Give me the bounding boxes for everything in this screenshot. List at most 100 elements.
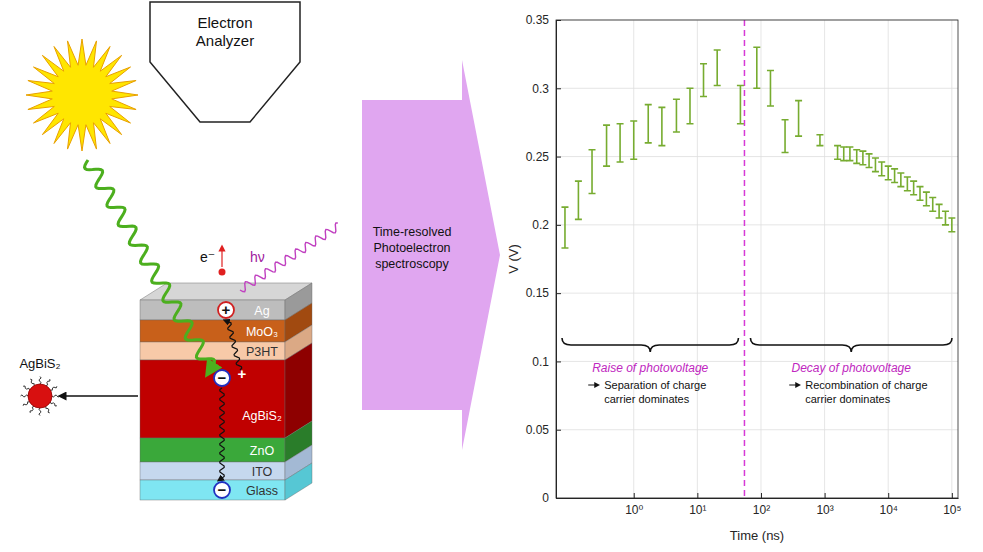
error-bar xyxy=(767,71,774,107)
tick-label: 0.15 xyxy=(526,286,550,300)
ligand xyxy=(52,395,60,397)
error-bar xyxy=(834,146,841,160)
grid-line-y xyxy=(556,293,958,294)
electron-dot xyxy=(219,269,226,276)
annotation-arrow xyxy=(789,385,798,386)
electron-path xyxy=(220,388,224,480)
tick-label: 10² xyxy=(753,503,770,517)
tick-label: 10³ xyxy=(816,503,833,517)
error-bar xyxy=(603,125,610,166)
error-bar xyxy=(910,181,917,195)
grid-line-y xyxy=(556,429,958,430)
grid xyxy=(556,20,958,498)
brace xyxy=(750,338,952,352)
tick-mark xyxy=(761,493,762,498)
tick-label: 0.25 xyxy=(526,150,550,164)
tick-label: 0.2 xyxy=(532,218,549,232)
tick-mark xyxy=(556,293,561,294)
layer-label: Glass xyxy=(246,484,278,498)
tick-mark xyxy=(697,493,698,498)
device-diagram: ElectronAnalyzer+−+−AgMoO₃P3HTAgBiS₂ZnOI… xyxy=(19,2,337,500)
error-bar xyxy=(753,47,760,88)
tick: 10¹ xyxy=(689,493,706,517)
layer-label: P3HT xyxy=(246,345,278,359)
ligand xyxy=(39,408,41,416)
tick-label: 0 xyxy=(542,491,549,505)
analyzer-label: ElectronAnalyzer xyxy=(196,14,254,49)
tick: 0.1 xyxy=(532,355,561,369)
annotation-title: Raise of photovoltage xyxy=(592,361,708,375)
y-axis-title: V (V) xyxy=(506,244,521,274)
error-bar xyxy=(617,124,624,162)
ligand xyxy=(50,402,56,406)
annotation-text: Separation of chargecarrier dominates xyxy=(604,379,706,405)
grid-line-y xyxy=(556,156,958,157)
error-bar xyxy=(948,218,955,232)
photon-label: hν xyxy=(250,249,265,265)
tick-mark xyxy=(556,430,561,431)
layer xyxy=(140,360,285,438)
error-bar xyxy=(673,99,680,132)
error-bar xyxy=(859,151,866,165)
tick-label: 10⁵ xyxy=(943,503,961,517)
ligand xyxy=(21,395,29,397)
error-bar xyxy=(917,187,924,201)
tick-label: 0.35 xyxy=(526,13,550,27)
hole-path xyxy=(226,321,242,370)
error-bar xyxy=(645,105,652,143)
tick-label: 0.3 xyxy=(532,82,549,96)
nanoparticle-arrow xyxy=(62,395,138,397)
layer-label: ITO xyxy=(252,465,273,479)
error-bar xyxy=(923,192,930,206)
layer-label: MoO₃ xyxy=(246,325,278,339)
error-bar xyxy=(878,162,885,176)
grid-line-x xyxy=(951,20,952,498)
grid-line-x xyxy=(760,20,761,498)
tick-mark xyxy=(556,157,561,158)
layer xyxy=(140,438,285,462)
layer-side xyxy=(285,463,312,500)
layer xyxy=(140,342,285,360)
text-line: Analyzer xyxy=(196,32,254,49)
tick: 10⁵ xyxy=(943,493,961,517)
layer-label: Ag xyxy=(254,304,269,318)
error-bar xyxy=(853,150,860,164)
grid-line-x xyxy=(697,20,698,498)
plot-marks xyxy=(561,20,955,498)
error-bar xyxy=(872,158,879,172)
tick: 10³ xyxy=(816,493,833,517)
layer xyxy=(140,300,285,320)
plot-frame xyxy=(556,20,958,498)
ligand xyxy=(39,377,41,385)
error-bar xyxy=(795,101,802,137)
chart: 10⁰10¹10²10³10⁴10⁵00.050.10.150.20.250.3… xyxy=(506,13,962,543)
tick-mark xyxy=(825,493,826,498)
tick-label: 0.1 xyxy=(532,355,549,369)
plot-background xyxy=(556,20,958,498)
tick: 0.3 xyxy=(532,82,561,96)
charge-symbol: + xyxy=(222,301,231,318)
tick-label: 10⁰ xyxy=(625,503,643,517)
tick: 10⁴ xyxy=(879,493,898,517)
text-line: carrier dominates xyxy=(805,393,890,405)
electron-arrow xyxy=(221,248,222,267)
charge-symbol: − xyxy=(218,369,227,386)
text-line: carrier dominates xyxy=(604,393,689,405)
divider-line xyxy=(744,20,746,498)
sunlight xyxy=(85,160,215,370)
ligand xyxy=(46,406,50,412)
annotation-title: Decay of photovoltage xyxy=(792,361,912,375)
charge-circle xyxy=(218,302,234,318)
nanoparticle xyxy=(28,384,52,408)
error-bar xyxy=(866,154,873,168)
tick-label: 10¹ xyxy=(689,503,706,517)
error-bar xyxy=(561,207,568,248)
brace xyxy=(562,338,738,352)
error-bar xyxy=(816,135,823,146)
tick-mark xyxy=(634,493,635,498)
layer xyxy=(140,480,285,500)
error-bar xyxy=(929,198,936,212)
sun xyxy=(26,39,138,151)
analyzer xyxy=(150,2,300,122)
charge-symbol: + xyxy=(238,365,247,382)
